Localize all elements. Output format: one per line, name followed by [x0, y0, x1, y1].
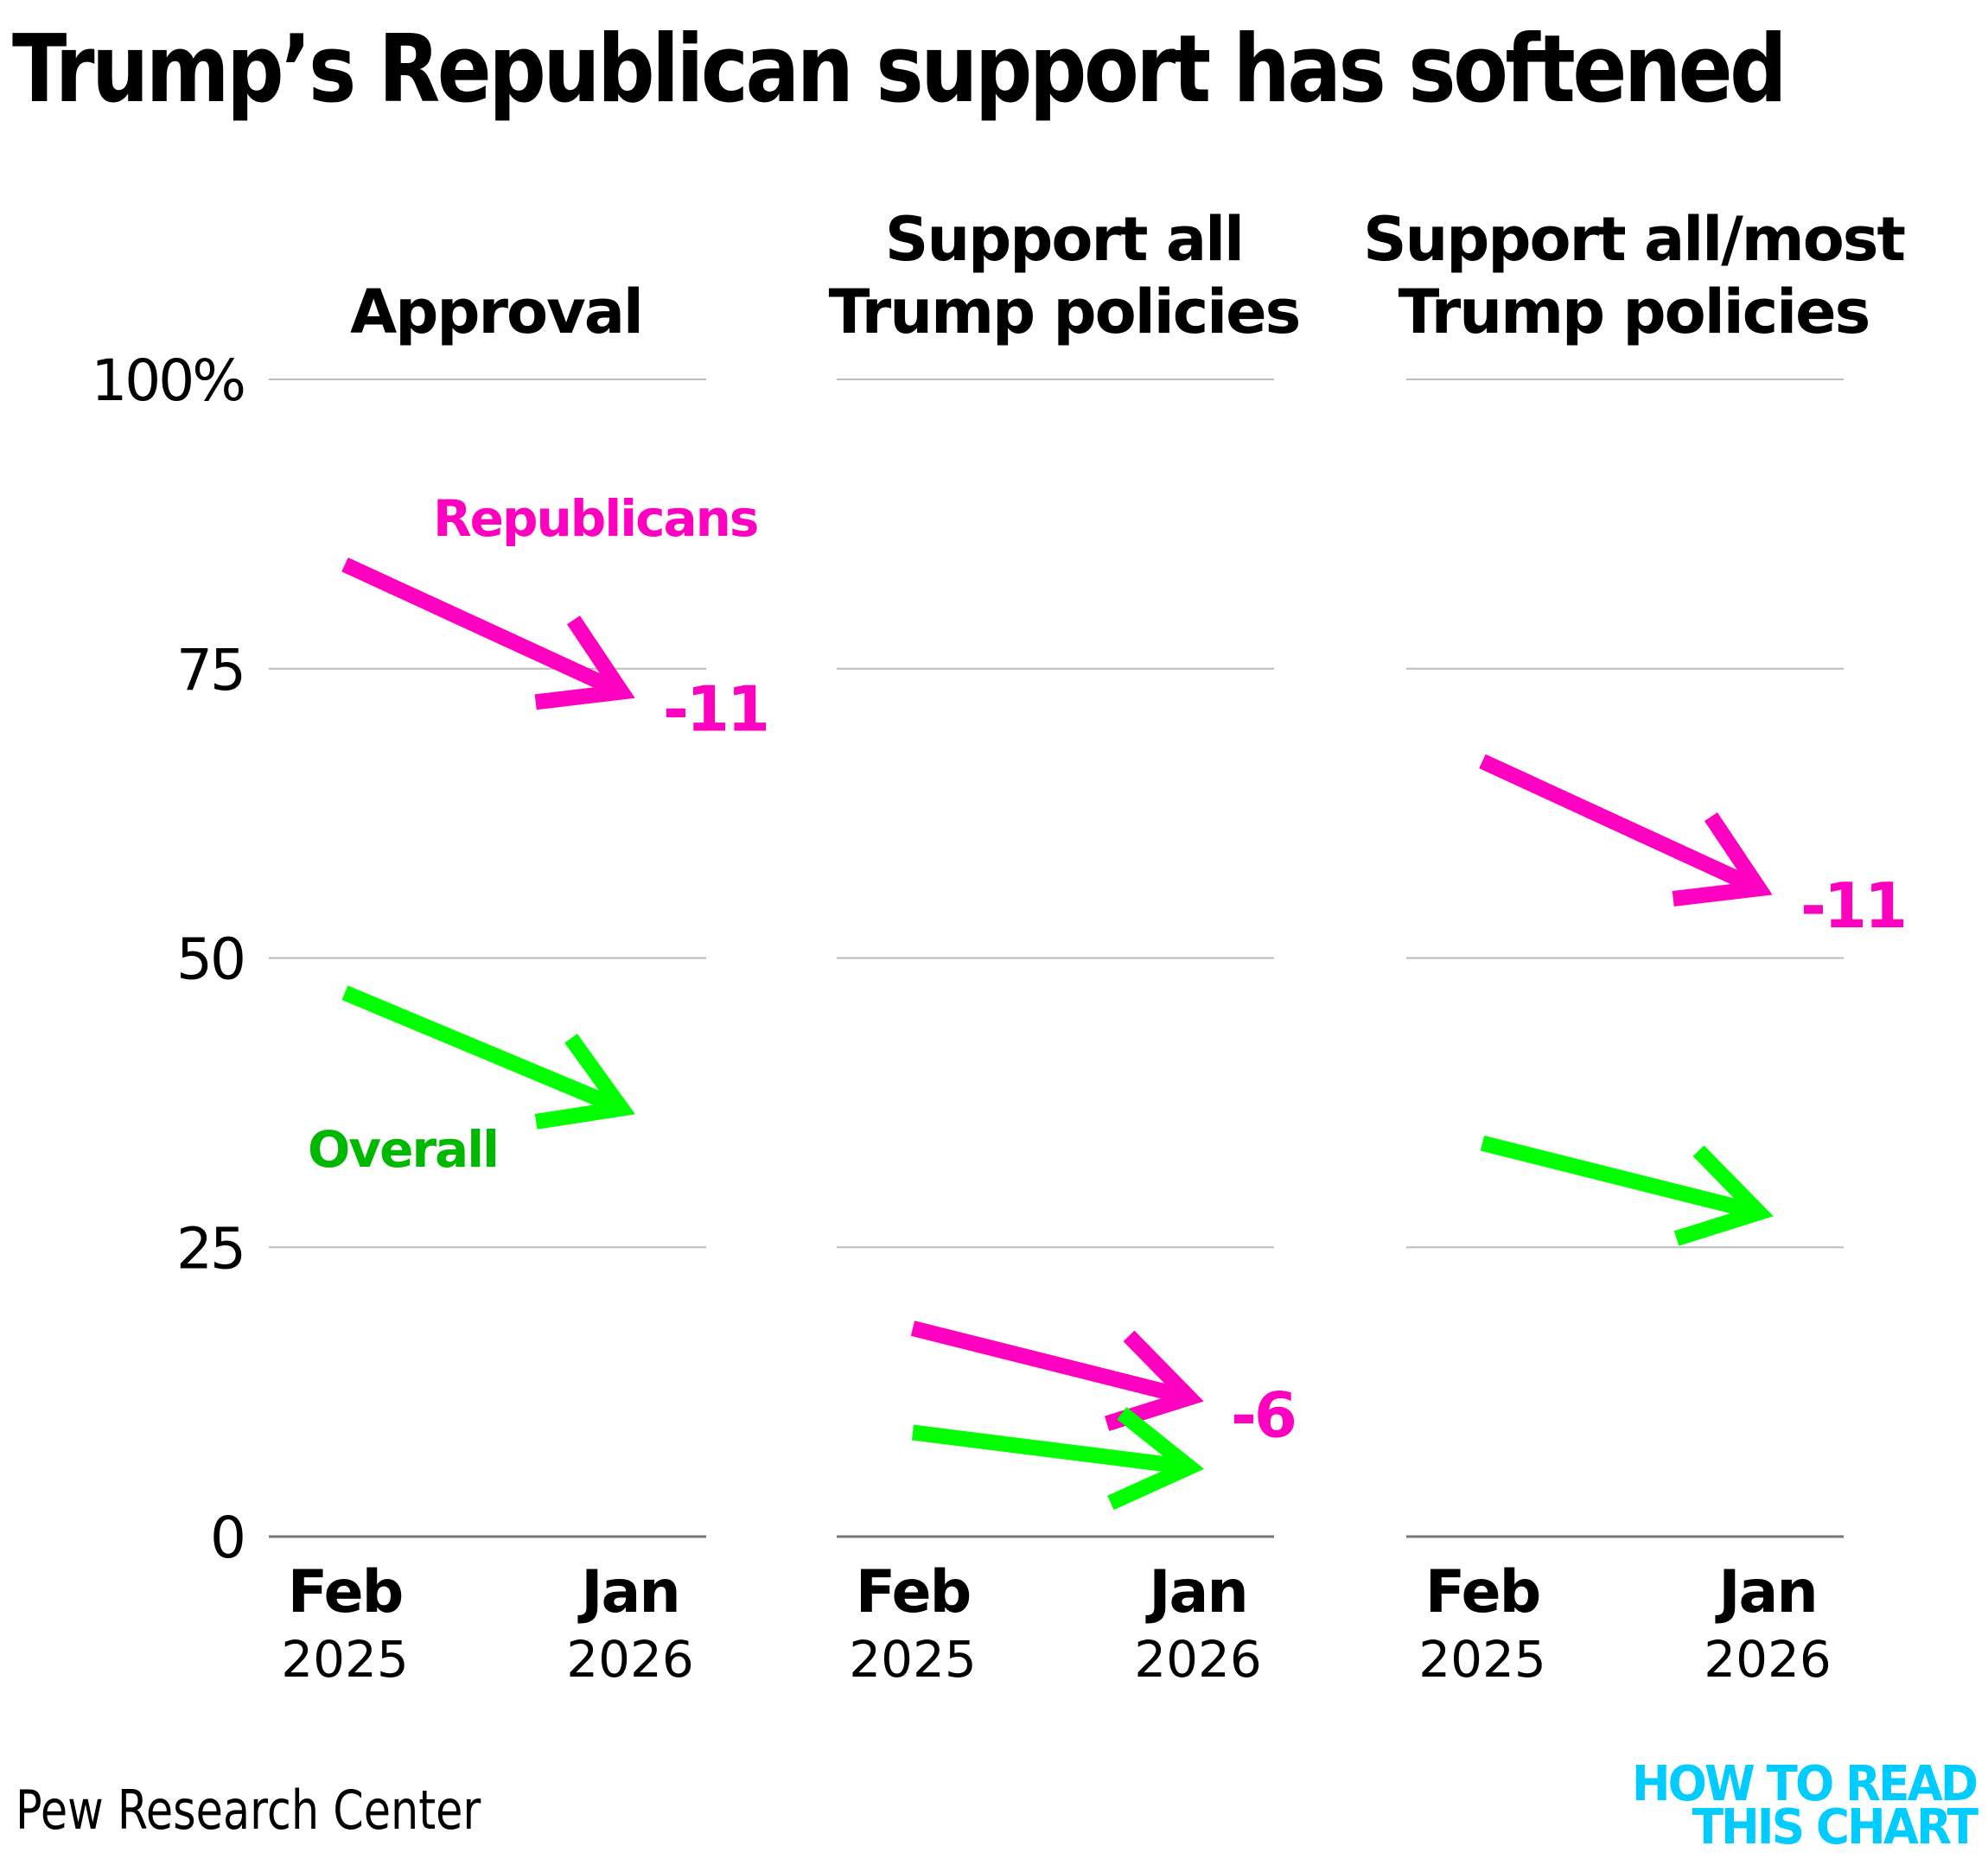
x-tick-year: 2025: [1418, 1630, 1546, 1689]
x-tick-year: 2025: [849, 1630, 977, 1689]
overall-arrow-head: [1673, 1145, 1774, 1246]
panel-title: Trump policies: [829, 277, 1300, 347]
y-tick-label: 100%: [91, 347, 244, 414]
x-tick-month: Jan: [1145, 1558, 1247, 1626]
chart-area: 0255075100%ApprovalFeb2025Jan2026-11Supp…: [91, 204, 1908, 1689]
panel-title: Trump policies: [1399, 277, 1870, 347]
change-label: -11: [663, 673, 768, 746]
how-to-read-logo[interactable]: HOW TO READ THIS CHART: [1631, 1756, 1978, 1855]
y-tick-label: 0: [210, 1505, 244, 1571]
y-tick-label: 75: [176, 637, 244, 703]
chart-title: Trump’s Republican support has softened: [12, 16, 1787, 124]
logo-line-1: HOW TO READ: [1631, 1756, 1978, 1812]
republicans-arrow-shaft: [910, 1321, 1192, 1406]
change-label: -6: [1231, 1378, 1295, 1451]
panel-title: Support all: [885, 204, 1243, 275]
x-tick-month: Feb: [856, 1558, 971, 1626]
x-tick-year: 2026: [1134, 1630, 1262, 1689]
logo-line-2: THIS CHART: [1692, 1799, 1978, 1855]
overall-arrow-shaft: [1480, 1136, 1762, 1220]
legend-overall: Overall: [308, 1120, 498, 1179]
x-tick-month: Jan: [1715, 1558, 1817, 1626]
source-label: Pew Research Center: [16, 1779, 481, 1842]
x-tick-year: 2025: [281, 1630, 409, 1689]
republicans-arrow-head: [1672, 812, 1773, 907]
republicans-arrow-head: [534, 615, 635, 710]
x-tick-year: 2026: [1704, 1630, 1832, 1689]
republicans-arrow-shaft: [1479, 754, 1762, 896]
y-tick-label: 25: [176, 1215, 244, 1282]
overall-arrow-head: [534, 1034, 635, 1130]
x-tick-month: Feb: [1425, 1558, 1540, 1626]
overall-arrow-shaft: [341, 985, 625, 1116]
x-tick-month: Feb: [288, 1558, 403, 1626]
panel-title: Approval: [350, 277, 642, 347]
overall-arrow-shaft: [911, 1424, 1191, 1475]
y-tick-label: 50: [176, 926, 244, 993]
change-label: -11: [1800, 869, 1905, 942]
x-tick-year: 2026: [566, 1630, 694, 1689]
overall-arrow-head: [1107, 1407, 1205, 1511]
republicans-arrow-shaft: [341, 557, 625, 699]
legend-republicans: Republicans: [433, 489, 757, 548]
panel-title: Support all/most: [1363, 204, 1904, 275]
x-tick-month: Jan: [577, 1558, 679, 1626]
